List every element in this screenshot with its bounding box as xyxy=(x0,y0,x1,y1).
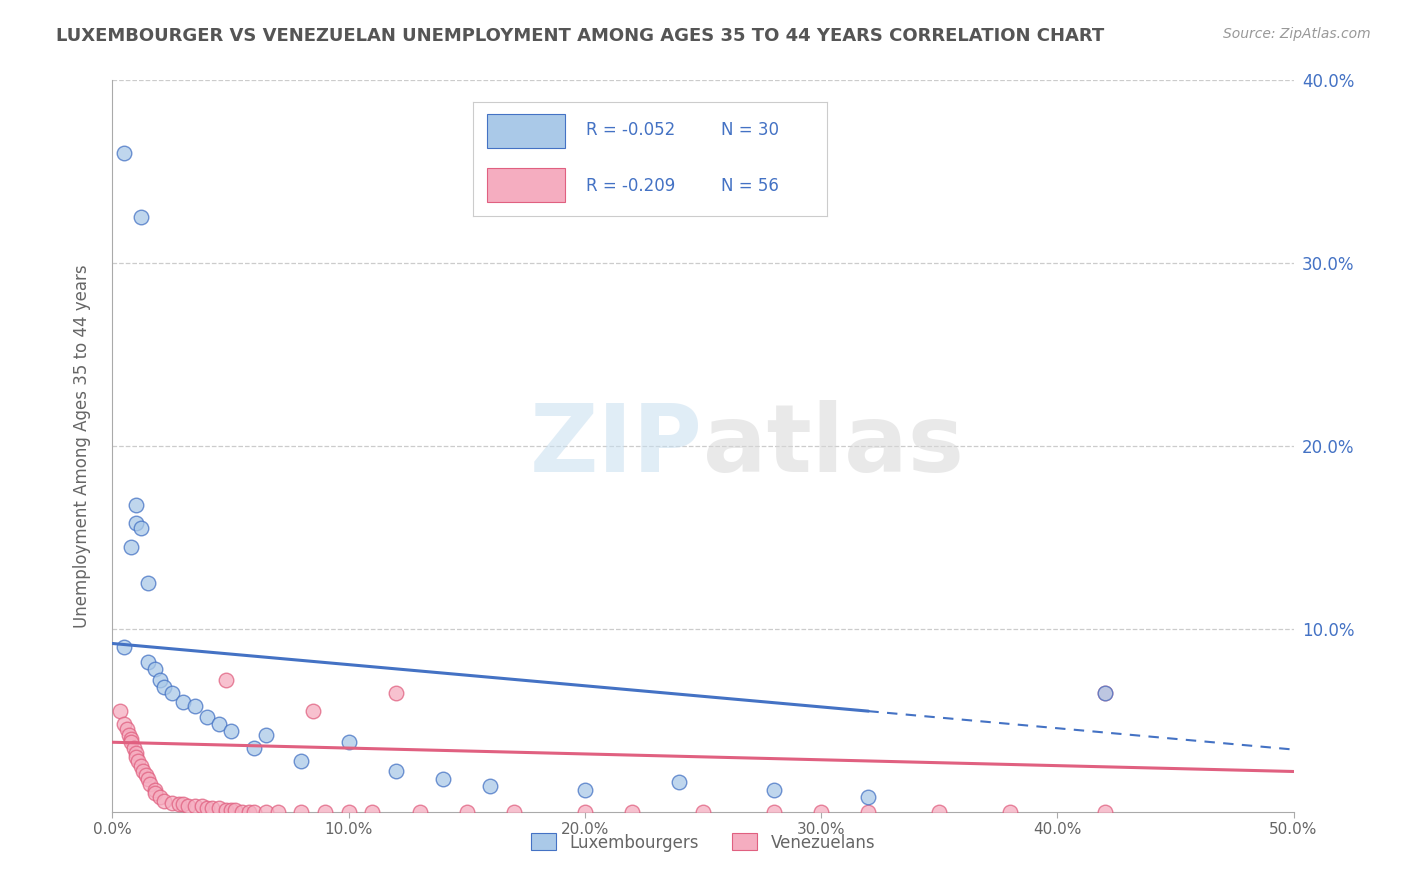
Point xyxy=(1094,686,1116,700)
Point xyxy=(143,782,166,797)
Point xyxy=(125,498,148,512)
Point xyxy=(1094,805,1116,819)
Point xyxy=(143,787,166,801)
Point xyxy=(810,805,832,819)
Text: atlas: atlas xyxy=(703,400,965,492)
Point xyxy=(125,746,148,760)
Point xyxy=(254,728,277,742)
Point xyxy=(928,805,950,819)
Point xyxy=(238,805,260,819)
Y-axis label: Unemployment Among Ages 35 to 44 years: Unemployment Among Ages 35 to 44 years xyxy=(73,264,91,628)
Point xyxy=(231,805,253,819)
Point xyxy=(108,704,131,718)
Point xyxy=(858,790,880,805)
Point xyxy=(290,805,312,819)
Text: Source: ZipAtlas.com: Source: ZipAtlas.com xyxy=(1223,27,1371,41)
Point xyxy=(112,717,135,731)
Point xyxy=(998,805,1021,819)
Point xyxy=(129,759,152,773)
Point xyxy=(172,695,194,709)
Point xyxy=(208,717,231,731)
Point xyxy=(125,516,148,530)
Text: ZIP: ZIP xyxy=(530,400,703,492)
Point xyxy=(215,803,238,817)
Point xyxy=(385,686,408,700)
Point xyxy=(215,673,238,687)
Point xyxy=(858,805,880,819)
Point xyxy=(149,790,172,805)
Point xyxy=(219,724,242,739)
Point xyxy=(139,777,162,791)
Point xyxy=(668,775,690,789)
Point xyxy=(118,728,141,742)
Point xyxy=(290,754,312,768)
Point xyxy=(479,779,502,793)
Point xyxy=(129,521,152,535)
Point xyxy=(195,709,218,723)
Point xyxy=(254,805,277,819)
Legend: Luxembourgers, Venezuelans: Luxembourgers, Venezuelans xyxy=(524,827,882,858)
Point xyxy=(337,735,360,749)
Point xyxy=(385,764,408,779)
Point xyxy=(184,799,207,814)
Point xyxy=(302,704,325,718)
Point xyxy=(762,805,785,819)
Point xyxy=(149,673,172,687)
Point xyxy=(692,805,714,819)
Point xyxy=(120,540,142,554)
Point xyxy=(172,797,194,812)
Point xyxy=(115,723,138,737)
Point xyxy=(132,764,155,779)
Point xyxy=(136,772,159,786)
Point xyxy=(129,211,152,225)
Point xyxy=(112,640,135,655)
Point xyxy=(122,740,145,755)
Point xyxy=(408,805,430,819)
Point xyxy=(267,805,290,819)
Point xyxy=(456,805,478,819)
Point xyxy=(136,576,159,591)
Point xyxy=(167,797,190,812)
Point xyxy=(1094,686,1116,700)
Point xyxy=(160,796,183,810)
Point xyxy=(503,805,526,819)
Point xyxy=(177,799,200,814)
Point xyxy=(224,803,246,817)
Point xyxy=(195,801,218,815)
Point xyxy=(574,782,596,797)
Point xyxy=(574,805,596,819)
Point xyxy=(153,681,176,695)
Point xyxy=(243,740,266,755)
Point xyxy=(243,805,266,819)
Point xyxy=(120,735,142,749)
Point xyxy=(184,698,207,713)
Point xyxy=(337,805,360,819)
Text: LUXEMBOURGER VS VENEZUELAN UNEMPLOYMENT AMONG AGES 35 TO 44 YEARS CORRELATION CH: LUXEMBOURGER VS VENEZUELAN UNEMPLOYMENT … xyxy=(56,27,1105,45)
Point xyxy=(135,768,157,782)
Point xyxy=(160,686,183,700)
Point xyxy=(112,146,135,161)
Point xyxy=(201,801,224,815)
Point xyxy=(621,805,644,819)
Point xyxy=(153,794,176,808)
Point xyxy=(314,805,336,819)
Point xyxy=(136,655,159,669)
Point xyxy=(219,803,242,817)
Point xyxy=(120,731,142,746)
Point xyxy=(143,662,166,676)
Point xyxy=(191,799,214,814)
Point xyxy=(127,754,149,768)
Point xyxy=(432,772,454,786)
Point xyxy=(361,805,384,819)
Point xyxy=(125,749,148,764)
Point xyxy=(762,782,785,797)
Point xyxy=(208,801,231,815)
